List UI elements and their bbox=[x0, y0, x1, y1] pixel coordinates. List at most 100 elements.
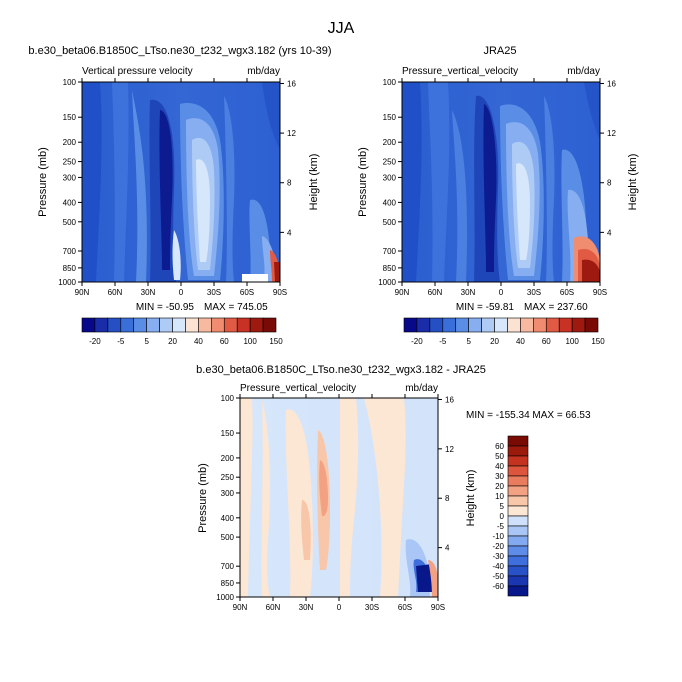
min-label: MIN = -50.95 bbox=[136, 302, 195, 313]
colorbar-label: 60 bbox=[495, 442, 504, 451]
pressure-tick-label: 250 bbox=[63, 158, 77, 167]
latitude-tick-label: 90S bbox=[273, 288, 287, 297]
height-tick-label: 4 bbox=[287, 228, 292, 237]
contour-level bbox=[402, 82, 422, 282]
y-axis-label: Pressure (mb) bbox=[197, 463, 209, 533]
colorbar-label: 40 bbox=[495, 462, 504, 471]
latitude-tick-label: 30S bbox=[365, 603, 379, 612]
contour-level bbox=[319, 460, 328, 516]
contour-level bbox=[112, 82, 129, 282]
colorbar-label: -5 bbox=[439, 337, 447, 346]
colorbar-swatch bbox=[520, 317, 534, 333]
colorbar-label: 60 bbox=[542, 337, 551, 346]
pressure-tick-label: 1000 bbox=[378, 278, 396, 287]
colorbar-swatch bbox=[507, 435, 529, 447]
pressure-tick-label: 1000 bbox=[216, 593, 234, 602]
colorbar-swatch bbox=[223, 317, 238, 333]
colorbar-label: -10 bbox=[492, 532, 504, 541]
pressure-tick-label: 200 bbox=[383, 138, 397, 147]
colorbar-label: -5 bbox=[117, 337, 125, 346]
y2-axis-label: Height (km) bbox=[465, 470, 477, 527]
pressure-tick-label: 500 bbox=[63, 218, 77, 227]
colorbar-swatch bbox=[507, 317, 521, 333]
model-panel: b.e30_beta06.B1850C_LTso.ne30_t232_wgx3.… bbox=[28, 45, 331, 346]
pressure-tick-label: 250 bbox=[383, 158, 397, 167]
variable-label: Pressure_vertical_velocity bbox=[240, 383, 356, 394]
colorbar-swatch bbox=[507, 465, 529, 477]
latitude-tick-label: 90S bbox=[431, 603, 445, 612]
missing-data-mask bbox=[242, 274, 268, 282]
variable-label: Vertical pressure velocity bbox=[82, 66, 193, 77]
height-tick-label: 16 bbox=[287, 79, 296, 88]
colorbar-label: 5 bbox=[466, 337, 471, 346]
height-tick-label: 8 bbox=[287, 179, 292, 188]
contour-level bbox=[274, 262, 280, 282]
colorbar-swatch bbox=[507, 585, 529, 597]
height-axis: 16 12 8 4 bbox=[600, 79, 616, 237]
colorbar-label: 30 bbox=[495, 472, 504, 481]
colorbar-label: 100 bbox=[565, 337, 579, 346]
contour-level bbox=[172, 230, 181, 280]
colorbar-swatch bbox=[236, 317, 251, 333]
contour-level bbox=[340, 398, 359, 597]
colorbar-swatch bbox=[81, 317, 96, 333]
colorbar-swatch bbox=[507, 475, 529, 487]
pressure-axis: 100 150 200 250 300 400 500 700 850 1000 bbox=[58, 78, 82, 287]
latitude-tick-label: 30N bbox=[141, 288, 156, 297]
latitude-axis: 90N 60N 30N 0 30S 60S 90S bbox=[75, 78, 287, 297]
contour-level bbox=[483, 104, 497, 272]
y2-axis-label: Height (km) bbox=[308, 154, 320, 211]
contour-level bbox=[261, 400, 270, 597]
pressure-axis: 100 150 200 250 300 400 500 700 850 1000 bbox=[216, 394, 240, 602]
pressure-tick-label: 700 bbox=[63, 247, 77, 256]
min-label: MIN = -59.81 bbox=[456, 302, 515, 313]
height-tick-label: 4 bbox=[607, 228, 612, 237]
latitude-axis: 90N 60N 30N 0 30S 60S 90S bbox=[395, 78, 607, 297]
colorbar-swatch bbox=[507, 525, 529, 537]
colorbar-label: 50 bbox=[495, 452, 504, 461]
y-axis-label: Pressure (mb) bbox=[37, 147, 49, 217]
colorbar-swatch bbox=[507, 545, 529, 557]
pressure-tick-label: 150 bbox=[221, 429, 235, 438]
contour-level bbox=[224, 96, 235, 282]
height-axis: 16 12 8 4 bbox=[280, 79, 296, 237]
colorbar-label: 20 bbox=[168, 337, 177, 346]
height-tick-label: 8 bbox=[445, 494, 450, 503]
colorbar-label: 10 bbox=[495, 492, 504, 501]
contour-level bbox=[428, 560, 438, 597]
height-tick-label: 12 bbox=[445, 445, 454, 454]
latitude-tick-label: 30N bbox=[461, 288, 476, 297]
colorbar-label: 5 bbox=[500, 502, 505, 511]
y-axis-label: Pressure (mb) bbox=[357, 147, 369, 217]
colorbar-label: 150 bbox=[591, 337, 605, 346]
colorbar-label: 20 bbox=[495, 482, 504, 491]
colorbar-swatch bbox=[507, 515, 529, 527]
pressure-tick-label: 300 bbox=[383, 173, 397, 182]
colorbar-swatch bbox=[455, 317, 469, 333]
contour-level bbox=[196, 159, 210, 262]
latitude-tick-label: 90N bbox=[395, 288, 410, 297]
colorbar-swatch bbox=[507, 485, 529, 497]
colorbar-label: 0 bbox=[500, 512, 505, 521]
colorbar: -20 -5 5 20 40 60 100 150 bbox=[403, 317, 605, 346]
pressure-tick-label: 400 bbox=[383, 198, 397, 207]
pressure-tick-label: 1000 bbox=[58, 278, 76, 287]
colorbar-label: -60 bbox=[492, 582, 504, 591]
pressure-tick-label: 250 bbox=[221, 473, 235, 482]
contour-field bbox=[82, 82, 280, 282]
panel-title: JRA25 bbox=[483, 45, 516, 57]
obs-panel: JRA25 Pressure_vertical_velocity mb/day … bbox=[357, 45, 639, 346]
minmax-label: MIN = -155.34 MAX = 66.53 bbox=[466, 410, 591, 421]
contour-level bbox=[301, 500, 311, 560]
latitude-tick-label: 90S bbox=[593, 288, 607, 297]
panel-title: b.e30_beta06.B1850C_LTso.ne30_t232_wgx3.… bbox=[196, 364, 486, 376]
latitude-axis: 90N 60N 30N 0 30S 60S 90S bbox=[233, 394, 445, 612]
difference-panel: b.e30_beta06.B1850C_LTso.ne30_t232_wgx3.… bbox=[196, 364, 591, 612]
colorbar-swatch bbox=[429, 317, 444, 333]
pressure-tick-label: 400 bbox=[63, 198, 77, 207]
colorbar-swatch bbox=[172, 317, 186, 333]
max-label: MAX = 237.60 bbox=[524, 302, 588, 313]
colorbar-label: -40 bbox=[492, 562, 504, 571]
contour-level bbox=[516, 163, 530, 260]
contour-level bbox=[159, 110, 173, 270]
